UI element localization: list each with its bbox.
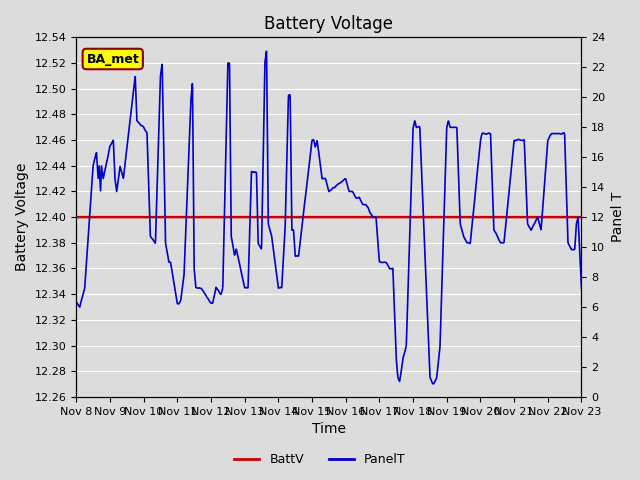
X-axis label: Time: Time <box>312 422 346 436</box>
Legend: BattV, PanelT: BattV, PanelT <box>229 448 411 471</box>
Y-axis label: Battery Voltage: Battery Voltage <box>15 163 29 271</box>
Text: BA_met: BA_met <box>86 52 139 65</box>
Title: Battery Voltage: Battery Voltage <box>264 15 394 33</box>
Y-axis label: Panel T: Panel T <box>611 192 625 242</box>
